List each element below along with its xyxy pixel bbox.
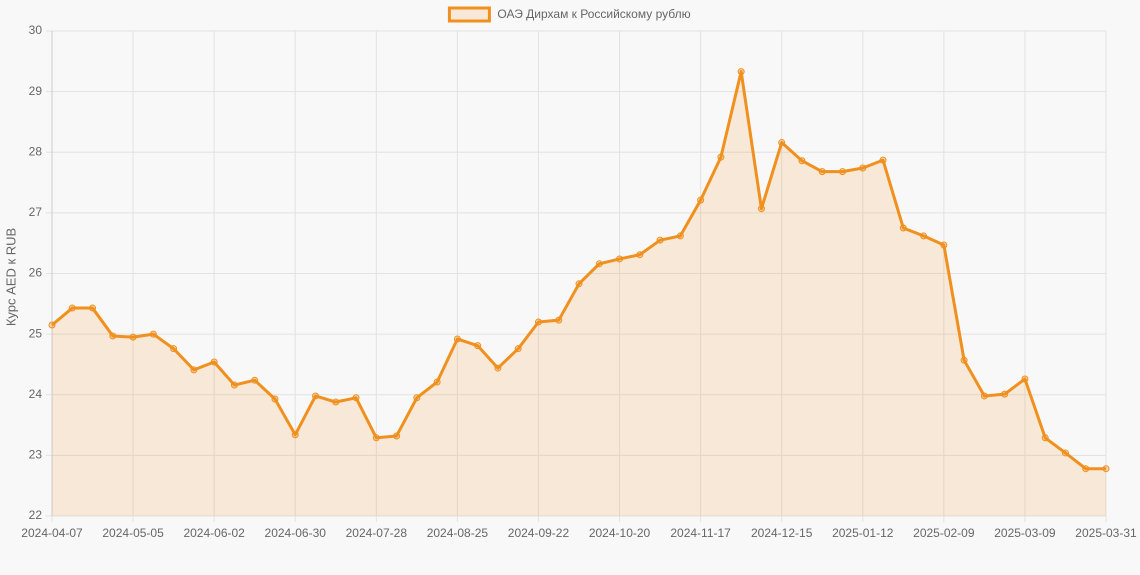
point <box>737 68 745 76</box>
y-tick-label: 22 <box>29 508 43 522</box>
y-tick-label: 23 <box>29 448 43 462</box>
x-tick-label: 2024-09-22 <box>508 526 570 540</box>
point <box>697 196 705 204</box>
point <box>372 434 380 442</box>
point <box>413 394 421 402</box>
y-tick-label: 24 <box>29 387 43 401</box>
point <box>474 342 482 350</box>
y-tick-label: 26 <box>29 266 43 280</box>
point <box>170 345 178 353</box>
x-tick-label: 2024-08-25 <box>427 526 489 540</box>
line <box>51 70 1106 471</box>
point <box>48 321 56 329</box>
y-tick-label: 30 <box>29 23 43 37</box>
point <box>616 255 624 263</box>
point <box>433 378 441 386</box>
point <box>595 260 603 268</box>
point <box>230 381 238 389</box>
area <box>52 71 1106 517</box>
point <box>393 432 401 440</box>
point <box>453 335 461 343</box>
y-tick-label: 29 <box>29 84 43 98</box>
point <box>89 304 97 312</box>
x-tick-label: 2024-12-15 <box>751 526 813 540</box>
point <box>68 304 76 312</box>
point <box>575 280 583 288</box>
point <box>514 345 522 353</box>
point <box>332 398 340 406</box>
point <box>555 316 563 324</box>
x-tick-label: 2024-05-05 <box>102 526 164 540</box>
y-tick-label: 28 <box>29 144 43 158</box>
point <box>839 168 846 176</box>
point <box>859 164 867 172</box>
point <box>818 168 826 176</box>
point <box>778 139 786 147</box>
point <box>757 205 765 213</box>
point <box>1001 390 1009 398</box>
y-axis-label: Курс AED к RUB <box>3 228 18 326</box>
y-tick-label: 25 <box>29 326 43 340</box>
point <box>940 241 948 249</box>
point <box>149 330 157 338</box>
point <box>899 224 907 232</box>
point <box>676 232 684 240</box>
x-tick-label: 2024-11-17 <box>670 526 731 540</box>
point <box>1041 434 1049 442</box>
point <box>271 395 279 403</box>
legend-label: ОАЭ Дирхам к Российскому рублю <box>497 7 690 21</box>
x-tick-label: 2025-02-09 <box>913 526 975 540</box>
legend-swatch <box>447 6 491 23</box>
point <box>636 251 644 259</box>
point <box>291 431 299 439</box>
point <box>920 232 928 240</box>
legend: ОАЭ Дирхам к Российскому рублю <box>447 6 691 23</box>
point <box>210 358 218 366</box>
point <box>717 153 725 161</box>
point <box>1102 465 1110 473</box>
x-tick-label: 2024-10-20 <box>589 526 651 540</box>
point <box>1021 375 1029 383</box>
point <box>798 157 806 165</box>
point <box>980 392 988 400</box>
point <box>352 394 360 402</box>
point <box>251 376 259 384</box>
x-tick-label: 2024-04-07 <box>21 526 83 540</box>
x-tick-label: 2024-07-28 <box>346 526 408 540</box>
x-tick-label: 2024-06-30 <box>265 526 327 540</box>
point <box>1082 465 1090 473</box>
x-tick-label: 2025-01-12 <box>832 526 894 540</box>
x-tick-label: 2025-03-31 <box>1075 526 1137 540</box>
point <box>190 366 198 374</box>
point <box>494 364 502 372</box>
point <box>656 236 664 244</box>
point <box>312 392 319 400</box>
x-tick-label: 2024-06-02 <box>183 526 245 540</box>
point <box>109 332 117 340</box>
point <box>879 156 887 164</box>
point <box>960 356 968 364</box>
point <box>534 318 542 326</box>
point <box>129 333 137 341</box>
x-tick-label: 2025-03-09 <box>994 526 1056 540</box>
point <box>1061 449 1069 457</box>
y-tick-label: 27 <box>29 205 43 219</box>
